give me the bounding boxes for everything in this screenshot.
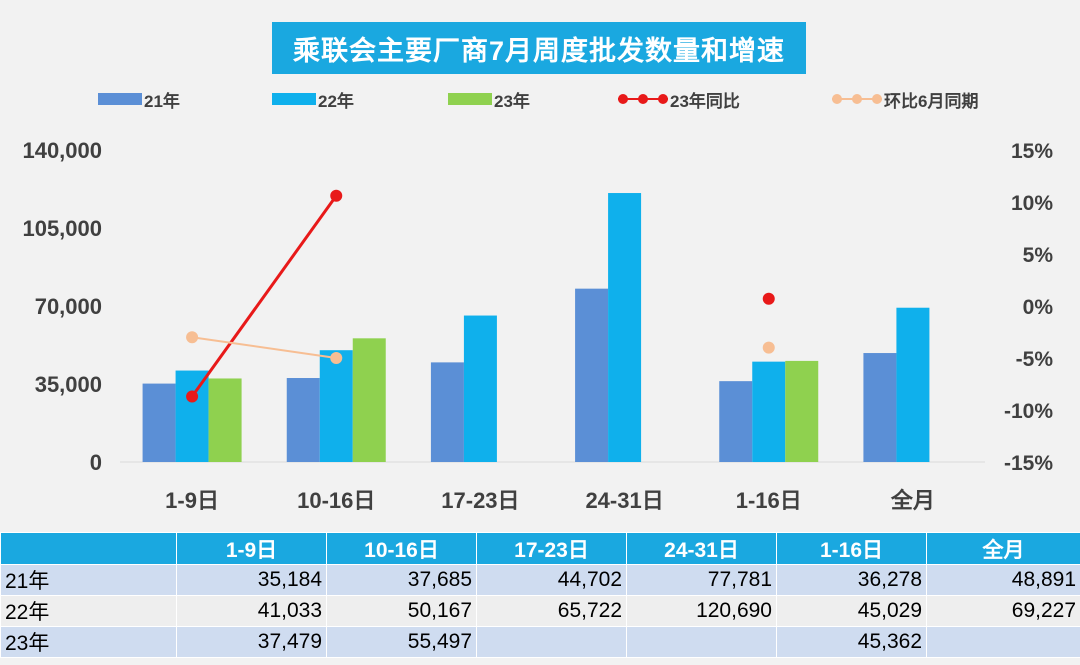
table-cell: 77,781 (626, 564, 777, 596)
legend-line-mom (832, 93, 882, 105)
bar-21年 (286, 378, 320, 462)
y-left-tick-label: 140,000 (22, 138, 102, 163)
line-segment-23年同比 (190, 194, 338, 398)
x-tick-label: 24-31日 (585, 488, 663, 513)
bar-22年 (896, 307, 930, 462)
table-cell: 55,497 (326, 626, 477, 658)
table-cell: 36,278 (776, 564, 927, 596)
table-row: 22年 41,033 50,167 65,722 120,690 45,029 … (0, 595, 1080, 627)
legend-item-21: 21年 (98, 86, 180, 112)
point-23年同比 (330, 189, 343, 202)
legend-swatch-22 (272, 93, 316, 105)
table-cell: 69,227 (926, 595, 1080, 627)
table-header-cell: 10-16日 (326, 532, 477, 565)
y-right-tick-label: 10% (1011, 192, 1053, 215)
y-right-tick-label: -15% (1004, 452, 1053, 475)
table-cell: 45,362 (776, 626, 927, 658)
legend-swatch-21 (98, 93, 142, 105)
bar-21年 (142, 383, 176, 462)
table-row-label: 21年 (0, 564, 177, 596)
bar-21年 (719, 381, 753, 462)
table-cell: 35,184 (176, 564, 327, 596)
data-table: 1-9日 10-16日 17-23日 24-31日 1-16日 全月 21年 3… (0, 532, 1080, 658)
table-cell: 48,891 (926, 564, 1080, 596)
legend-swatch-23 (448, 93, 492, 105)
x-tick-label: 10-16日 (297, 488, 375, 513)
y-right-tick-label: -5% (1016, 348, 1054, 371)
table-header-cell: 17-23日 (476, 532, 627, 565)
legend: 21年 22年 23年 23年同比 环比6月同期 (0, 86, 1080, 112)
y-left-tick-label: 35,000 (35, 372, 102, 397)
bar-22年 (463, 315, 497, 462)
point-23年同比 (762, 292, 775, 305)
chart: 0 35,000 70,000 105,000 140,000 -15% -10% -5% 0%… (22, 138, 1054, 513)
table-row-label: 23年 (0, 626, 177, 658)
bar-21年 (863, 353, 897, 462)
legend-line-yoy (618, 93, 668, 105)
legend-item-22: 22年 (272, 86, 354, 112)
table-cell: 50,167 (326, 595, 477, 627)
table-header-cell: 全月 (926, 532, 1080, 565)
table-row: 21年 35,184 37,685 44,702 77,781 36,278 4… (0, 564, 1080, 596)
point-23年同比 (186, 390, 199, 403)
line-segment-环比6月同期 (191, 336, 337, 359)
bar-21年 (430, 362, 464, 462)
table-header-cell: 1-9日 (176, 532, 327, 565)
legend-label-21: 21年 (144, 91, 180, 111)
table-cell (626, 626, 777, 658)
bar-23年 (352, 338, 386, 462)
table-header-row: 1-9日 10-16日 17-23日 24-31日 1-16日 全月 (0, 532, 1080, 565)
y-right-tick-label: 0% (1023, 296, 1054, 319)
x-tick-label: 17-23日 (441, 488, 519, 513)
legend-label-23: 23年 (494, 91, 530, 111)
legend-item-mom: 环比6月同期 (832, 86, 978, 112)
bar-22年 (319, 350, 353, 462)
table-row: 23年 37,479 55,497 45,362 (0, 626, 1080, 658)
bar-21年 (575, 288, 609, 462)
table-header-cell (0, 532, 177, 565)
table-cell: 120,690 (626, 595, 777, 627)
x-tick-label: 1-9日 (165, 488, 219, 513)
y-left-tick-label: 105,000 (22, 216, 102, 241)
table-cell (926, 626, 1080, 658)
point-环比6月同期 (186, 331, 199, 344)
table-row-label: 22年 (0, 595, 177, 627)
bar-22年 (175, 370, 209, 462)
table-header-cell: 1-16日 (776, 532, 927, 565)
legend-label-mom: 环比6月同期 (884, 91, 979, 111)
x-tick-label: 1-16日 (736, 488, 802, 513)
legend-item-23: 23年 (448, 86, 530, 112)
table-cell: 45,029 (776, 595, 927, 627)
point-环比6月同期 (330, 352, 343, 364)
y-right-tick-label: 15% (1011, 140, 1053, 163)
table-cell: 44,702 (476, 564, 627, 596)
table-cell: 37,685 (326, 564, 477, 596)
y-right-tick-label: 5% (1023, 244, 1054, 267)
chart-title: 乘联会主要厂商7月周度批发数量和增速 (272, 22, 806, 74)
legend-label-yoy: 23年同比 (670, 91, 740, 111)
legend-label-22: 22年 (318, 91, 354, 111)
y-left-tick-label: 0 (90, 450, 102, 475)
table-cell (476, 626, 627, 658)
legend-item-yoy: 23年同比 (618, 86, 740, 112)
table-cell: 65,722 (476, 595, 627, 627)
y-right-tick-label: -10% (1004, 400, 1053, 423)
bar-22年 (752, 361, 786, 462)
table-cell: 41,033 (176, 595, 327, 627)
table-cell: 37,479 (176, 626, 327, 658)
bar-23年 (785, 360, 819, 462)
y-left-tick-label: 70,000 (35, 294, 102, 319)
bar-23年 (208, 378, 242, 462)
point-环比6月同期 (762, 341, 775, 354)
x-tick-label: 全月 (890, 488, 935, 513)
table-header-cell: 24-31日 (626, 532, 777, 565)
bar-22年 (608, 193, 642, 463)
